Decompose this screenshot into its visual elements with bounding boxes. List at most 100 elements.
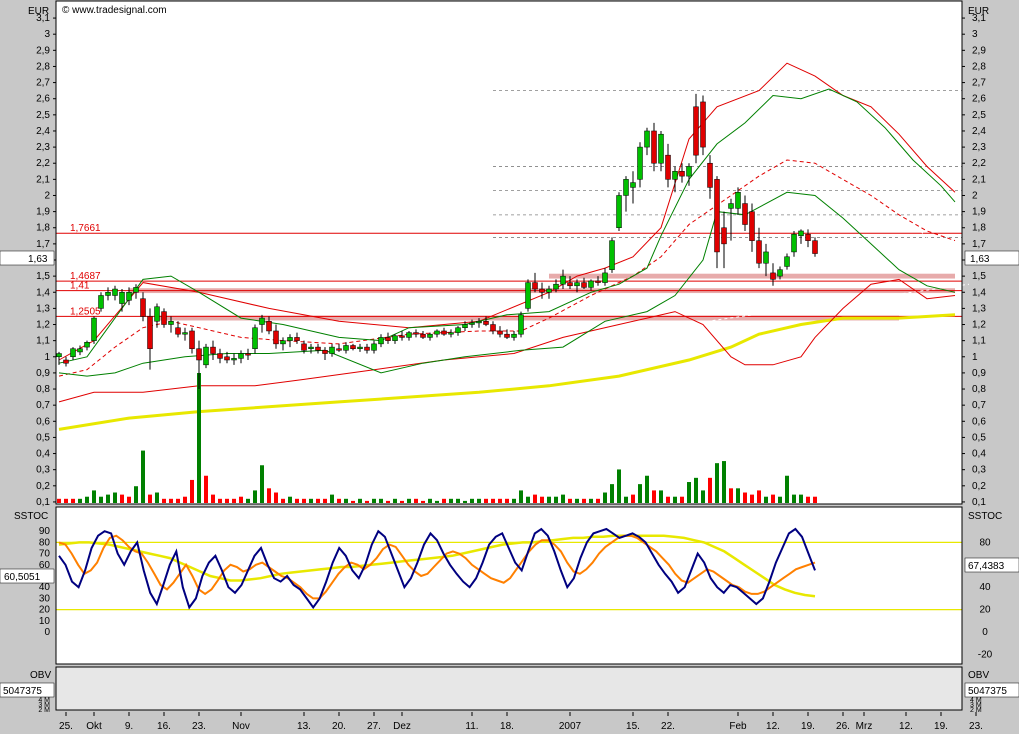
volume-bar (190, 479, 194, 503)
watermark: © www.tradesignal.com (62, 5, 167, 16)
volume-bar (421, 500, 425, 503)
volume-bar (666, 496, 670, 503)
price-tick-left: 0,8 (36, 384, 50, 395)
price-tick-left: 3 (44, 29, 50, 40)
bollinger-middle-band (58, 159, 956, 377)
candle-body (602, 272, 608, 283)
candle-body (294, 337, 300, 341)
candle-body (259, 317, 265, 325)
volume-bar (71, 498, 75, 503)
volume-bar (400, 500, 404, 503)
price-tick-left: 2,2 (36, 158, 50, 169)
candle-body (406, 332, 412, 338)
price-panel-bg (56, 1, 962, 504)
volume-bar (92, 490, 96, 503)
price-tick-left: 0,3 (36, 465, 50, 476)
volume-bar (407, 498, 411, 503)
candle-body (105, 292, 111, 296)
price-unit-right: EUR (968, 6, 989, 17)
candle-body (210, 346, 216, 354)
candle-body (658, 133, 664, 164)
candle-body (770, 272, 776, 280)
candle-body (784, 256, 790, 267)
highlight-zone-2 (157, 315, 899, 321)
volume-bar (680, 496, 684, 503)
volume-bar (484, 498, 488, 503)
obv-tick-left: 3 M (38, 702, 50, 709)
candle-body (546, 288, 552, 293)
candle-body (812, 240, 818, 254)
candle-body (301, 343, 307, 351)
candle-body (581, 282, 587, 288)
highlight-zone-0 (549, 273, 955, 279)
x-tick-label: 23. (969, 721, 983, 732)
price-tick-left: 1,7 (36, 239, 50, 250)
volume-bar (470, 498, 474, 503)
candle-body (672, 171, 678, 180)
obv-title-left: OBV (30, 670, 51, 681)
price-tick-left: 0,7 (36, 400, 50, 411)
x-tick-label: 15. (626, 721, 640, 732)
price-tick-right: 2,2 (972, 158, 986, 169)
candle-body (399, 335, 405, 338)
price-tick-left: 0,5 (36, 432, 50, 443)
candle-body (168, 321, 174, 325)
volume-bar (673, 496, 677, 503)
price-panel-border (55, 0, 963, 505)
candle-body (455, 327, 461, 333)
volume-bar (561, 494, 565, 503)
candle-body (735, 192, 741, 209)
candle-body (476, 321, 482, 324)
price-tick-right: 1,1 (972, 336, 986, 347)
candle-body (448, 332, 454, 335)
candle-body (357, 346, 363, 349)
hline-label-2: 1,41 (70, 281, 90, 292)
volume-bar (757, 490, 761, 503)
price-current-value-left: 1,63 (0, 250, 55, 266)
x-tick-label: 23. (192, 721, 206, 732)
volume-bar (799, 494, 803, 503)
candle-body (140, 298, 146, 317)
price-tick-right: 0,7 (972, 400, 986, 411)
candle-body (280, 340, 286, 345)
candle-body (315, 346, 321, 351)
volume-bar (540, 496, 544, 503)
volume-bar (617, 469, 621, 503)
volume-bar (204, 475, 208, 503)
candle-body (420, 333, 426, 338)
volume-bar (456, 498, 460, 503)
volume-bar (743, 492, 747, 503)
price-tick-right: 1,4 (972, 287, 986, 298)
candle-body (728, 203, 734, 209)
volume-bar (253, 490, 257, 503)
volume-bar (498, 498, 502, 503)
volume-bar (624, 496, 628, 503)
moving-average-long (58, 313, 956, 431)
candle-body (119, 292, 125, 304)
price-tick-right: 2,9 (972, 45, 986, 56)
volume-bar (176, 498, 180, 503)
candle-body (483, 321, 489, 325)
volume-bar (477, 498, 481, 503)
candle-body (567, 282, 573, 287)
price-tick-right: 2 (972, 190, 978, 201)
candle-body (637, 146, 643, 180)
candle-body (154, 306, 160, 322)
candle-body (231, 358, 237, 361)
stoch-tick-left: 20 (39, 605, 51, 616)
price-tick-right: 1,8 (972, 223, 986, 234)
x-tick-label: 12. (899, 721, 913, 732)
volume-bar (57, 498, 61, 503)
volume-bar (323, 498, 327, 503)
obv-tick-left: 2 M (38, 707, 50, 714)
stoch-tick-right: 80 (979, 537, 991, 548)
x-tick-label: 22. (661, 721, 675, 732)
price-tick-left: 2,7 (36, 78, 50, 89)
x-tick-label: 11. (465, 721, 478, 732)
volume-bar (365, 500, 369, 503)
candle-body (609, 240, 615, 270)
volume-bar (148, 494, 152, 503)
volume-bar (813, 496, 817, 503)
